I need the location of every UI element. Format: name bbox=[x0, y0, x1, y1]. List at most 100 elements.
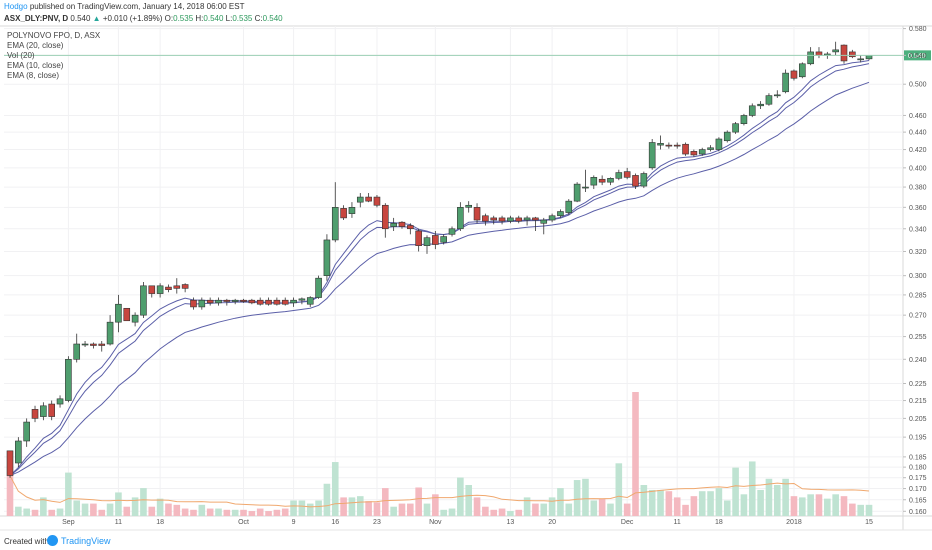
candle[interactable] bbox=[281, 297, 289, 306]
candle[interactable] bbox=[615, 169, 623, 181]
candle[interactable] bbox=[790, 69, 798, 81]
candle[interactable] bbox=[532, 216, 539, 231]
legend-ema-8[interactable]: EMA (8, close) bbox=[7, 71, 60, 80]
candle[interactable] bbox=[65, 356, 72, 403]
candle[interactable] bbox=[665, 142, 673, 149]
candle[interactable] bbox=[773, 90, 781, 98]
candle[interactable] bbox=[782, 69, 789, 94]
author-link[interactable]: Hodgo bbox=[4, 2, 28, 11]
candle[interactable] bbox=[273, 297, 281, 306]
candle[interactable] bbox=[865, 55, 873, 61]
candle[interactable] bbox=[106, 315, 114, 346]
candle[interactable] bbox=[73, 333, 81, 363]
candle[interactable] bbox=[849, 49, 856, 59]
candle[interactable] bbox=[598, 175, 606, 186]
candle[interactable] bbox=[423, 235, 431, 254]
candle[interactable] bbox=[131, 312, 139, 327]
candle[interactable] bbox=[498, 215, 506, 225]
candle[interactable] bbox=[482, 213, 489, 226]
candle[interactable] bbox=[306, 296, 314, 307]
candle[interactable] bbox=[148, 285, 156, 298]
candle[interactable] bbox=[840, 44, 848, 64]
legend-ema-10[interactable]: EMA (10, close) bbox=[7, 61, 64, 70]
candle[interactable] bbox=[156, 283, 164, 298]
candle[interactable] bbox=[381, 203, 389, 238]
candle[interactable] bbox=[807, 47, 814, 66]
candle[interactable] bbox=[673, 142, 681, 149]
candle[interactable] bbox=[523, 215, 531, 226]
candle[interactable] bbox=[490, 215, 498, 225]
candle[interactable] bbox=[340, 205, 347, 221]
candle[interactable] bbox=[557, 209, 564, 218]
candle[interactable] bbox=[448, 226, 456, 237]
candle[interactable] bbox=[356, 193, 364, 208]
candle[interactable] bbox=[623, 167, 631, 180]
candle[interactable] bbox=[407, 223, 414, 235]
candle[interactable] bbox=[140, 281, 147, 318]
candle[interactable] bbox=[415, 228, 422, 252]
candle[interactable] bbox=[723, 130, 731, 143]
candle[interactable] bbox=[81, 341, 89, 348]
candle[interactable] bbox=[248, 298, 256, 305]
candle[interactable] bbox=[231, 298, 239, 305]
legend-symbol[interactable]: POLYNOVO FPO, D, ASX bbox=[7, 31, 101, 40]
candle[interactable] bbox=[540, 217, 548, 235]
tradingview-logo-icon[interactable] bbox=[47, 535, 58, 546]
candle[interactable] bbox=[857, 55, 864, 63]
candle[interactable] bbox=[265, 297, 272, 306]
candle[interactable] bbox=[657, 135, 664, 150]
candle[interactable] bbox=[331, 182, 339, 243]
legend-ema-20[interactable]: EMA (20, close) bbox=[7, 41, 64, 50]
candle[interactable] bbox=[732, 122, 739, 134]
candle[interactable] bbox=[15, 437, 22, 468]
candle[interactable] bbox=[31, 405, 39, 423]
candle[interactable] bbox=[398, 221, 406, 229]
candle[interactable] bbox=[98, 341, 106, 352]
candle[interactable] bbox=[56, 395, 64, 408]
candle[interactable] bbox=[607, 177, 614, 186]
candle[interactable] bbox=[765, 93, 773, 106]
candle[interactable] bbox=[590, 175, 598, 190]
candle[interactable] bbox=[240, 298, 247, 303]
candle[interactable] bbox=[440, 234, 447, 245]
candle[interactable] bbox=[507, 215, 514, 224]
candle[interactable] bbox=[648, 138, 656, 170]
candle[interactable] bbox=[640, 171, 648, 189]
candle[interactable] bbox=[832, 41, 839, 56]
candle[interactable] bbox=[165, 284, 172, 293]
candle[interactable] bbox=[181, 283, 189, 293]
candle[interactable] bbox=[6, 450, 14, 478]
candle[interactable] bbox=[473, 203, 481, 224]
candle[interactable] bbox=[315, 275, 322, 299]
candle[interactable] bbox=[798, 62, 806, 79]
candle[interactable] bbox=[457, 202, 464, 231]
candle[interactable] bbox=[198, 297, 206, 310]
candle[interactable] bbox=[256, 297, 264, 306]
candle[interactable] bbox=[348, 202, 356, 218]
candle[interactable] bbox=[690, 149, 698, 157]
candle[interactable] bbox=[290, 297, 297, 307]
candle[interactable] bbox=[373, 195, 381, 208]
candle[interactable] bbox=[323, 234, 331, 281]
candle[interactable] bbox=[206, 297, 214, 306]
candle[interactable] bbox=[123, 307, 131, 322]
candle[interactable] bbox=[48, 400, 56, 421]
candle[interactable] bbox=[215, 297, 222, 306]
candle[interactable] bbox=[90, 342, 97, 349]
candle[interactable] bbox=[565, 199, 573, 215]
candle[interactable] bbox=[582, 169, 589, 193]
candle[interactable] bbox=[740, 113, 748, 126]
candle[interactable] bbox=[715, 137, 723, 152]
candle[interactable] bbox=[390, 217, 397, 231]
candle[interactable] bbox=[115, 294, 122, 333]
candle[interactable] bbox=[707, 145, 714, 152]
tradingview-brand-link[interactable]: TradingView bbox=[61, 536, 111, 546]
candle[interactable] bbox=[573, 182, 581, 203]
candle[interactable] bbox=[632, 173, 639, 190]
candle[interactable] bbox=[365, 193, 372, 203]
candle[interactable] bbox=[682, 142, 689, 156]
candle[interactable] bbox=[757, 101, 764, 109]
candle[interactable] bbox=[698, 147, 706, 156]
candle[interactable] bbox=[748, 103, 756, 118]
